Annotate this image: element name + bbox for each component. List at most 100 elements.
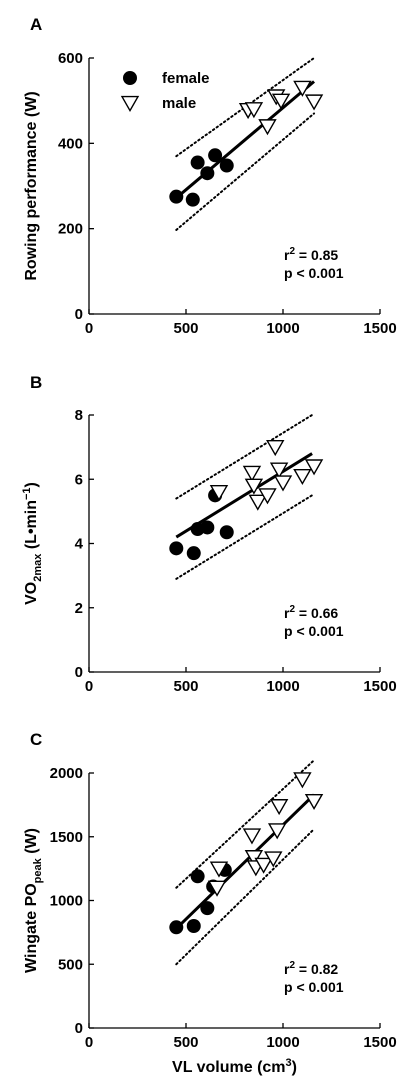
- y-tick-label: 0: [75, 664, 83, 681]
- point-male: [207, 880, 227, 897]
- y-tick-label: 2000: [50, 765, 83, 782]
- point-male: [244, 102, 264, 119]
- x-tick-label: 500: [173, 678, 198, 695]
- legend-marker-female: [123, 71, 137, 85]
- legend-marker-male: [120, 95, 140, 113]
- y-axis-label: Wingate POpeak (W): [23, 828, 44, 973]
- stat-p-value: p < 0.001: [284, 979, 344, 995]
- regression-line: [175, 793, 316, 930]
- point-female: [185, 192, 200, 207]
- point-male: [269, 799, 289, 816]
- y-tick-label: 1000: [50, 893, 83, 910]
- point-female: [169, 541, 184, 556]
- prediction-band-upper: [175, 759, 316, 889]
- point-male: [269, 462, 289, 479]
- point-male: [271, 93, 291, 110]
- stat-p-value: p < 0.001: [284, 623, 344, 639]
- y-axis-label-unit: (L•min: [23, 500, 40, 554]
- stat-r-superscript: 2: [289, 604, 295, 615]
- point-female: [200, 166, 215, 181]
- point-male: [273, 475, 293, 492]
- point-male: [304, 459, 324, 476]
- y-tick-label: 500: [58, 956, 83, 973]
- stat-r: r: [284, 961, 290, 977]
- y-tick-label: 0: [75, 306, 83, 323]
- point-female: [200, 520, 215, 535]
- point-male: [258, 488, 277, 505]
- stat-p-value: p < 0.001: [284, 265, 344, 281]
- y-tick-label: 8: [75, 407, 83, 424]
- y-axis-label-main: Wingate PO: [23, 883, 40, 973]
- point-male: [267, 823, 287, 840]
- point-male: [293, 468, 312, 486]
- y-tick-label: 1500: [50, 829, 83, 846]
- y-axis-label: VO2max (L•min−1): [21, 482, 44, 605]
- stat-r-value: = 0.66: [295, 605, 338, 621]
- panel-letter: C: [30, 730, 42, 749]
- point-male: [244, 478, 264, 495]
- stat-r-squared: r2 = 0.85: [284, 246, 338, 263]
- y-axis-label-superscript: −1: [21, 487, 33, 500]
- y-axis-label-unit-close: ): [23, 482, 40, 487]
- point-male: [209, 485, 229, 502]
- regression-line: [175, 80, 316, 200]
- prediction-band-lower: [175, 494, 314, 580]
- y-tick-label: 600: [58, 50, 83, 67]
- x-tick-label: 1000: [266, 678, 299, 695]
- point-female: [186, 546, 201, 561]
- y-axis-label-main: VO: [23, 582, 40, 605]
- x-tick-label: 1500: [363, 320, 396, 337]
- point-female: [190, 869, 205, 884]
- point-female: [219, 525, 234, 540]
- y-tick-label: 4: [75, 536, 84, 553]
- point-male: [254, 857, 273, 874]
- y-tick-label: 400: [58, 135, 83, 152]
- point-female: [200, 901, 215, 916]
- stat-r-squared: r2 = 0.82: [284, 960, 338, 977]
- prediction-band-lower: [175, 828, 316, 966]
- y-axis-label: Rowing performance (W): [23, 91, 40, 280]
- point-male: [248, 494, 267, 511]
- y-tick-label: 6: [75, 471, 83, 488]
- x-tick-label: 1500: [363, 678, 396, 695]
- y-tick-label: 2: [75, 600, 83, 617]
- point-male: [209, 861, 229, 878]
- y-axis-label-subscript: 2max: [32, 553, 44, 582]
- point-male: [304, 94, 324, 111]
- legend-label-female: female: [162, 70, 210, 87]
- point-male: [304, 793, 324, 811]
- x-axis-label-main: VL volume (cm: [172, 1059, 286, 1076]
- point-male: [242, 465, 262, 482]
- point-female: [169, 189, 184, 204]
- x-tick-label: 500: [173, 320, 198, 337]
- point-female: [208, 148, 223, 163]
- legend-label-male: male: [162, 95, 196, 112]
- x-axis-label-close: ): [292, 1059, 297, 1076]
- stat-r-value: = 0.82: [295, 961, 338, 977]
- x-tick-label: 0: [85, 678, 93, 695]
- point-male: [242, 828, 262, 845]
- x-axis-label: VL volume (cm3): [172, 1057, 297, 1076]
- panel-letter: A: [30, 15, 42, 34]
- prediction-band-lower: [175, 112, 316, 231]
- panel-letter: B: [30, 373, 42, 392]
- x-tick-label: 0: [85, 1034, 93, 1051]
- x-tick-label: 500: [173, 1034, 198, 1051]
- x-tick-label: 0: [85, 320, 93, 337]
- point-female: [219, 158, 234, 173]
- stat-r: r: [284, 247, 290, 263]
- stat-r-superscript: 2: [289, 960, 295, 971]
- stat-r: r: [284, 605, 290, 621]
- point-male: [258, 119, 277, 136]
- x-tick-label: 1000: [266, 320, 299, 337]
- point-male: [264, 851, 283, 868]
- y-axis-label-subscript: peak: [32, 857, 44, 883]
- point-female: [190, 155, 205, 170]
- stat-r-squared: r2 = 0.66: [284, 604, 338, 621]
- point-male: [293, 772, 312, 789]
- y-tick-label: 0: [75, 1020, 83, 1037]
- x-axis-label-superscript: 3: [286, 1057, 292, 1069]
